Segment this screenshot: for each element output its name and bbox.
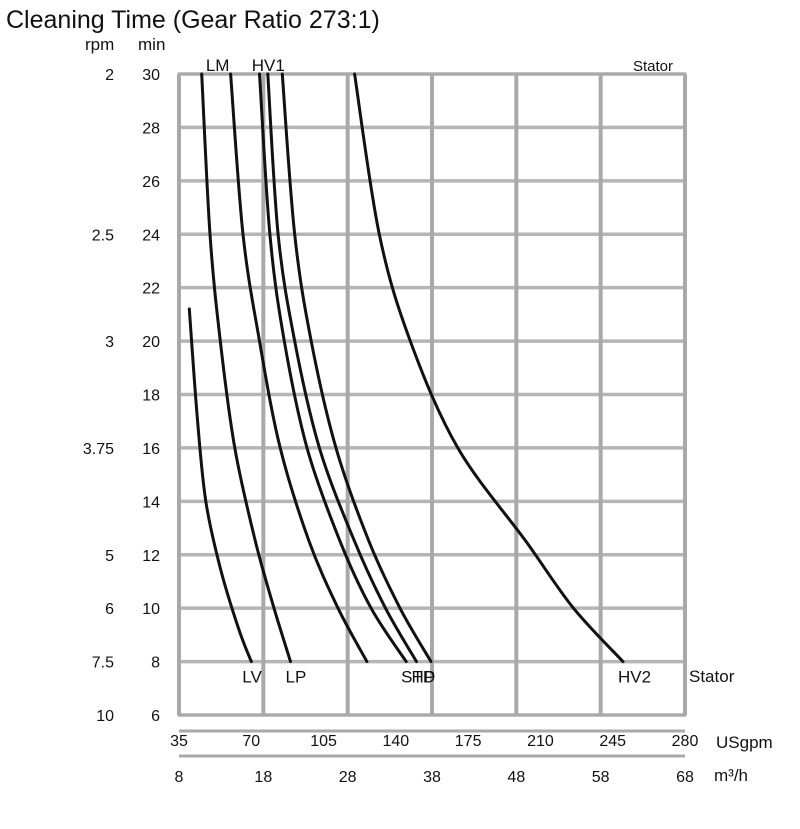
series-label-std: STD (401, 668, 435, 687)
y-tick-10: 10 (142, 601, 160, 618)
series-line-hp (266, 72, 418, 664)
series-label-lm: LM (206, 56, 230, 75)
stator-label-top: Stator (633, 58, 673, 75)
y-tick-28: 28 (142, 120, 160, 137)
x-axis-ticks: 35 70 105 140 175 210 245 280 (170, 733, 698, 750)
y-tick-30: 30 (142, 67, 160, 84)
y-tick-8: 8 (151, 655, 160, 672)
x-tick-280: 280 (672, 733, 699, 750)
rpm-tick-5: 5 (105, 548, 114, 565)
rpm-axis-ticks: 2 2.5 3 3.75 5 6 7.5 10 (83, 67, 114, 725)
series-line-hv1 (280, 72, 433, 664)
y-tick-14: 14 (142, 494, 160, 511)
plot-border (177, 72, 687, 717)
rpm-tick-2: 2 (105, 67, 114, 84)
y-tick-22: 22 (142, 281, 160, 298)
series-line-lm (229, 72, 369, 664)
y-tick-20: 20 (142, 334, 160, 351)
rpm-tick-6: 6 (105, 601, 114, 618)
chart-title: Cleaning Time (Gear Ratio 273:1) (6, 6, 380, 34)
series-line-lp (200, 72, 292, 664)
series-label-lp: LP (286, 668, 307, 687)
rpm-tick-3.75: 3.75 (83, 441, 114, 458)
y-tick-6: 6 (151, 708, 160, 725)
rpm-tick-2.5: 2.5 (92, 227, 114, 244)
x-tick-140: 140 (383, 733, 410, 750)
x-tick-70: 70 (242, 733, 260, 750)
x-tick-175: 175 (455, 733, 482, 750)
rpm-tick-3: 3 (105, 334, 114, 351)
x-tick-245: 245 (599, 733, 626, 750)
rpm-axis-label: rpm (85, 35, 114, 54)
series-line-lv (187, 307, 253, 664)
series-label-hp: HP (412, 668, 436, 687)
m3-tick-68: 68 (676, 769, 694, 786)
x-axis-label: USgpm (716, 733, 773, 752)
y-axis-label: min (138, 35, 165, 54)
y-tick-12: 12 (142, 548, 160, 565)
m3-tick-38: 38 (423, 769, 441, 786)
x-tick-210: 210 (527, 733, 554, 750)
series-label-hv2: HV2 (618, 668, 651, 687)
series-line-std (258, 72, 408, 664)
m3-tick-8: 8 (175, 769, 184, 786)
x-tick-35: 35 (170, 733, 188, 750)
m3-tick-48: 48 (507, 769, 525, 786)
series-label-lv: LV (242, 668, 262, 687)
m3-tick-18: 18 (254, 769, 272, 786)
rpm-tick-7.5: 7.5 (92, 655, 114, 672)
x-tick-105: 105 (310, 733, 337, 750)
series-label-hv1: HV1 (252, 56, 285, 75)
m3-tick-28: 28 (339, 769, 357, 786)
m3-axis-label: m³/h (714, 766, 748, 785)
rpm-tick-10: 10 (96, 708, 114, 725)
y-tick-18: 18 (142, 388, 160, 405)
y-tick-26: 26 (142, 174, 160, 191)
stator-label-bottom: Stator (689, 667, 735, 686)
plot-frame (177, 72, 687, 758)
m3-axis-ticks: 8 18 28 38 48 58 68 (175, 769, 694, 786)
y-tick-16: 16 (142, 441, 160, 458)
m3-tick-58: 58 (592, 769, 610, 786)
y-tick-24: 24 (142, 227, 160, 244)
y-axis-ticks: 6 8 10 12 14 16 18 20 22 24 26 28 30 (142, 67, 160, 725)
series-line-hv2 (353, 72, 625, 664)
